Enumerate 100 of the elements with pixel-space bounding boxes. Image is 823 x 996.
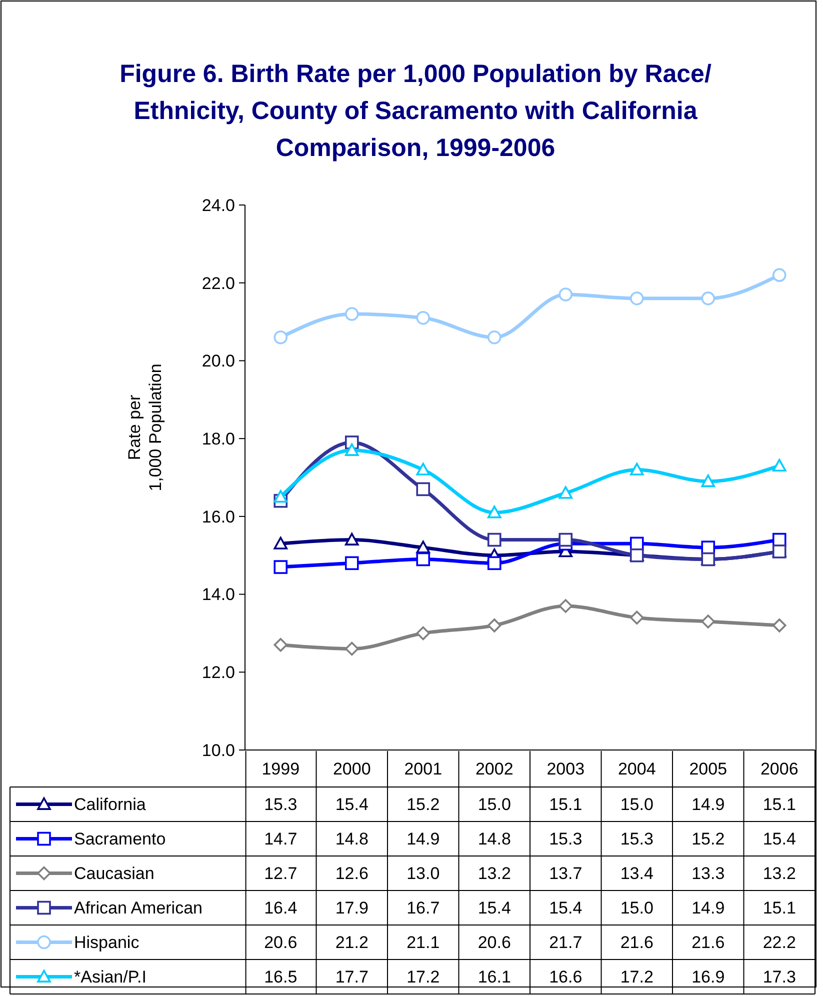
data-label: 22.2 bbox=[762, 933, 796, 952]
data-label: 14.8 bbox=[478, 830, 511, 849]
data-label: 15.4 bbox=[762, 830, 796, 849]
legend-label: African American bbox=[74, 898, 202, 918]
data-label: 20.6 bbox=[478, 933, 511, 952]
point bbox=[701, 292, 716, 306]
data-label: 16.1 bbox=[478, 968, 511, 987]
point bbox=[416, 540, 430, 554]
point bbox=[701, 540, 716, 554]
data-label: 15.4 bbox=[549, 898, 582, 918]
data-label: 15.3 bbox=[549, 830, 582, 849]
data-label: 17.2 bbox=[620, 968, 654, 987]
legend-label: *Asian/P.I bbox=[74, 968, 146, 987]
point bbox=[344, 556, 359, 570]
data-label: 13.2 bbox=[478, 864, 511, 884]
data-label: 13.2 bbox=[762, 864, 796, 884]
y-tick-label: 14.0 bbox=[202, 585, 235, 604]
point bbox=[487, 618, 502, 632]
legend-label: Caucasian bbox=[74, 864, 154, 884]
data-label: 15.1 bbox=[762, 898, 796, 918]
data-label: 15.0 bbox=[620, 898, 654, 918]
point bbox=[274, 490, 288, 503]
y-axis-title: Rate per 1,000 Population bbox=[125, 364, 165, 492]
data-label: 15.3 bbox=[620, 830, 654, 849]
x-tick-label: 2000 bbox=[332, 759, 371, 778]
point bbox=[487, 506, 502, 518]
data-label: 13.4 bbox=[620, 864, 654, 884]
data-label: 21.7 bbox=[549, 933, 582, 952]
point bbox=[772, 268, 786, 282]
data-label: 14.9 bbox=[692, 795, 725, 814]
data-label: 16.7 bbox=[406, 898, 440, 918]
point bbox=[344, 443, 359, 456]
point bbox=[630, 610, 644, 625]
point bbox=[344, 307, 359, 321]
point bbox=[274, 638, 288, 652]
y-tick-label: 22.0 bbox=[202, 274, 235, 293]
x-tick-label: 2003 bbox=[546, 759, 585, 778]
data-label: 21.6 bbox=[620, 933, 654, 952]
x-tick-label: 2006 bbox=[760, 759, 798, 778]
legend-label: California bbox=[74, 795, 146, 814]
y-tick-label: 18.0 bbox=[202, 430, 235, 449]
point bbox=[487, 532, 502, 547]
y-tick-label: 20.0 bbox=[202, 352, 235, 371]
data-label: 14.7 bbox=[264, 830, 298, 849]
point bbox=[274, 560, 288, 574]
data-label: 15.1 bbox=[762, 795, 796, 814]
data-label: 17.9 bbox=[335, 898, 368, 918]
y-tick-label: 16.0 bbox=[202, 507, 235, 526]
chart-title: Figure 6. Birth Rate per 1,000 Population by Race/ Ethnicity, County of Sacramento with California Comparison, 1999-2006 bbox=[120, 60, 712, 162]
point bbox=[487, 556, 502, 570]
legend-label: Sacramento bbox=[74, 830, 166, 849]
data-label: 13.0 bbox=[406, 864, 440, 884]
x-tick-label: 2001 bbox=[404, 759, 442, 778]
point bbox=[274, 330, 288, 344]
data-label: 14.9 bbox=[406, 830, 440, 849]
data-label: 17.2 bbox=[406, 968, 440, 987]
point bbox=[701, 474, 716, 488]
data-label: 15.2 bbox=[406, 795, 440, 814]
data-label: 16.6 bbox=[549, 968, 582, 987]
point bbox=[558, 532, 573, 547]
x-tick-label: 2002 bbox=[475, 759, 514, 778]
data-label: 15.3 bbox=[264, 795, 298, 814]
point bbox=[416, 462, 430, 476]
y-tick-label: 12.0 bbox=[202, 663, 235, 682]
data-label: 16.5 bbox=[264, 968, 298, 987]
point bbox=[558, 288, 573, 302]
data-label: 14.8 bbox=[335, 830, 368, 849]
data-label: 12.6 bbox=[335, 864, 368, 884]
point bbox=[772, 618, 786, 632]
data-label: 12.7 bbox=[264, 864, 298, 884]
point bbox=[630, 462, 644, 476]
data-label: 21.1 bbox=[406, 933, 440, 952]
point bbox=[416, 310, 430, 325]
data-label: 13.3 bbox=[692, 864, 725, 884]
point bbox=[558, 599, 573, 613]
data-label: 17.3 bbox=[762, 968, 796, 987]
data-label: 16.9 bbox=[692, 968, 725, 987]
point bbox=[344, 642, 359, 656]
point bbox=[630, 292, 644, 306]
x-tick-label: 2004 bbox=[618, 759, 656, 778]
point bbox=[487, 330, 502, 344]
data-label: 20.6 bbox=[264, 933, 298, 952]
point bbox=[274, 536, 288, 550]
data-label: 15.4 bbox=[478, 898, 511, 918]
data-label: 17.7 bbox=[335, 968, 368, 987]
data-label: 13.7 bbox=[549, 864, 582, 884]
y-tick-label: 24.0 bbox=[202, 196, 235, 215]
legend-label: Hispanic bbox=[74, 933, 140, 952]
point bbox=[416, 482, 430, 496]
data-label: 15.0 bbox=[478, 795, 511, 814]
point bbox=[558, 486, 573, 499]
point bbox=[701, 614, 716, 628]
x-tick-label: 2005 bbox=[689, 759, 728, 778]
x-tick-label: 1999 bbox=[262, 759, 300, 778]
data-label: 15.4 bbox=[335, 795, 368, 814]
point bbox=[344, 532, 359, 546]
point bbox=[772, 458, 786, 472]
data-label: 15.0 bbox=[620, 795, 654, 814]
y-tick-label: 10.0 bbox=[202, 740, 235, 760]
data-label: 16.4 bbox=[264, 898, 298, 918]
